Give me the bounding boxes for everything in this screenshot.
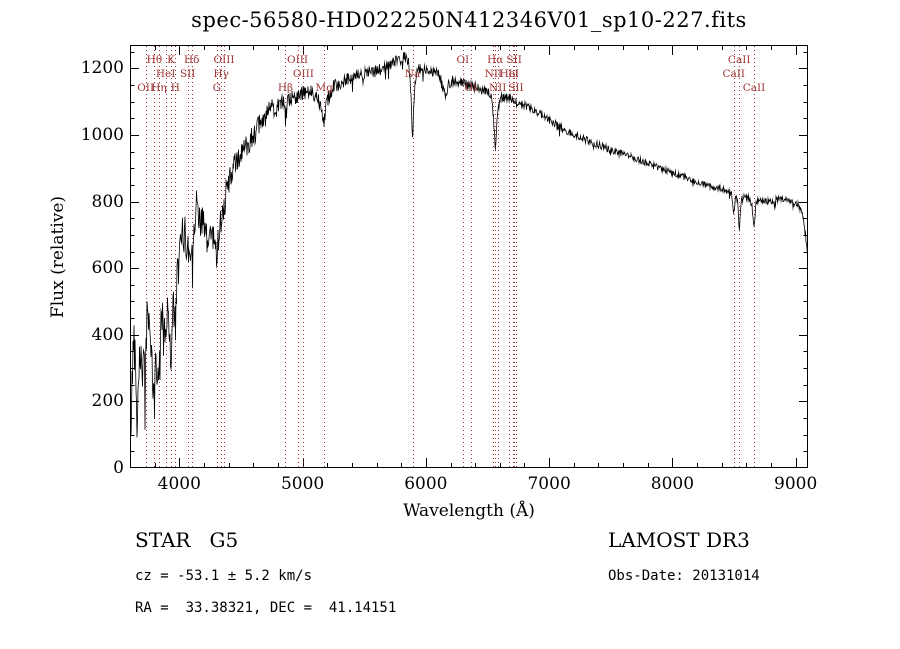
spectral-line-label: SII [179,68,196,80]
spectral-line-label: OIII [286,54,309,66]
spectral-line-label: CaII [727,54,751,66]
spectrum-plot-area: OII Hθ Hη HeI K H SII Hδ G Hγ OIII Hβ OIII OIII Mg Na OI… [130,45,808,468]
spectral-line-label: Hα [487,54,504,66]
y-axis-label: Flux (relative) [48,195,68,319]
spectral-line-label: OII [137,82,155,94]
x-tick-label: 6000 [404,474,448,494]
y-tick-label: 1000 [80,124,124,145]
x-tick-label: 8000 [650,474,695,494]
survey-release-text: LAMOST DR3 [608,528,750,552]
spectral-line-label: OI [464,82,478,94]
spectral-line-label: OI [456,54,470,66]
x-tick-label: 7000 [527,474,571,494]
y-tick-label: 600 [91,258,124,279]
x-tick-label: 9000 [774,474,818,494]
spectral-line-label: G [212,82,221,94]
y-tick-label: 200 [91,391,124,412]
spectral-line-label: Mg [315,82,333,94]
spectral-line-label: Na [404,68,421,80]
spectral-line-label: Hη [151,82,167,94]
spectral-line-label: NII [488,82,507,94]
spectral-line-label: H [170,82,180,94]
spectral-line-label: Li [507,68,519,80]
spectral-line-label: CaII [722,68,746,80]
spectral-line-label: OIII [213,54,235,66]
spectral-line-label: SII [506,54,522,66]
x-tick-label: 5000 [280,474,325,494]
spectral-line-label: Hδ [184,54,200,66]
spectral-line-label: Hγ [213,68,229,80]
x-axis-label: Wavelength (Å) [403,501,535,521]
spectral-line-label: K [167,54,175,66]
spectral-line-label: Hθ [146,54,163,66]
spectral-line-label: HeI [155,68,176,80]
page-title: spec-56580-HD022250N412346V01_sp10-227.f… [191,8,747,32]
obs-date-text: Obs-Date: 20131014 [608,568,760,584]
spectral-line-label: CaII [742,82,766,94]
spectral-line-label: OIII [292,68,314,80]
object-type-text: STAR G5 [135,528,239,552]
coordinates-text: RA = 33.38321, DEC = 41.14151 [135,600,397,616]
spectral-line-label: SII [508,82,524,94]
radial-velocity-text: cz = -53.1 ± 5.2 km/s [135,568,313,584]
spectrum-canvas [130,45,808,468]
spectral-line-label: Hβ [277,82,294,94]
spectral-line-label: NII [484,68,503,80]
spectral-line-label: HeI [499,68,520,80]
y-tick-label: 400 [91,324,124,345]
y-tick-label: 800 [91,191,124,212]
y-tick-label: 1200 [80,58,124,79]
y-tick-label: 0 [113,458,124,478]
x-tick-label: 4000 [157,474,201,494]
